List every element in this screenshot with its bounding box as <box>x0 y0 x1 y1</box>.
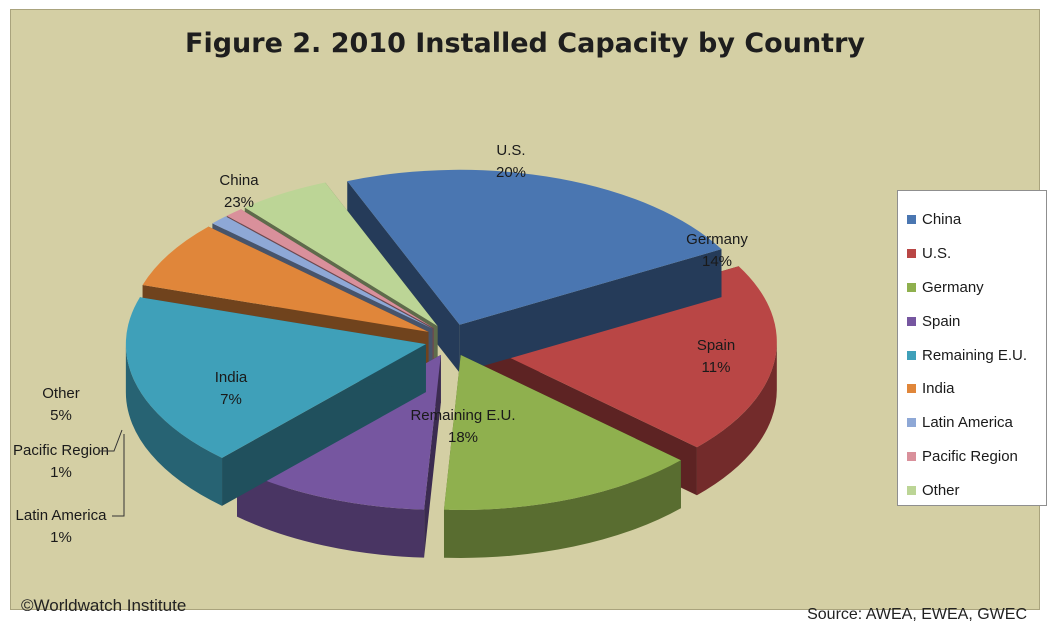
legend-label: U.S. <box>922 245 952 263</box>
legend-label: Pacific Region <box>922 447 1018 465</box>
pie-chart: China 23% U.S. 20% Germany 14% Spain 11% Remaini… <box>13 142 777 558</box>
label-u-s: U.S. 20% <box>496 142 526 181</box>
legend-swatch <box>907 215 916 225</box>
slice-china <box>347 169 722 373</box>
legend-swatch <box>907 384 916 394</box>
legend-swatch <box>907 249 916 259</box>
label-germany: Germany 14% <box>686 231 748 270</box>
legend-item-india: India <box>907 372 1046 406</box>
label-china: China 23% <box>219 172 259 211</box>
leader-line-pacific-region <box>99 429 123 452</box>
label-remaining-e-u: Remaining E.U. 18% <box>410 407 515 446</box>
legend-label: India <box>922 380 955 398</box>
legend-swatch <box>907 418 916 428</box>
label-latin-america: Latin America 1% <box>16 507 108 546</box>
legend-item-other: Other <box>907 473 1046 507</box>
legend: China U.S. Germany Spain Remaining E.U. India… <box>897 190 1047 506</box>
label-india: India 7% <box>215 369 248 408</box>
legend-swatch <box>907 316 916 326</box>
legend-item-spain: Spain <box>907 304 1046 338</box>
legend-item-remaining-e-u: Remaining E.U. <box>907 338 1046 372</box>
legend-item-germany: Germany <box>907 271 1046 305</box>
chart-title: Figure 2. 2010 Installed Capacity by Cou… <box>185 28 865 59</box>
label-pacific-region: Pacific Region 1% <box>13 442 109 481</box>
legend-swatch <box>907 451 916 461</box>
legend-label: Other <box>922 481 960 499</box>
label-spain: Spain 11% <box>697 337 735 376</box>
legend-swatch <box>907 282 916 292</box>
legend-item-u-s: U.S. <box>907 237 1046 271</box>
legend-label: Germany <box>922 278 984 296</box>
legend-item-china: China <box>907 203 1046 237</box>
leader-line-latin-america <box>112 434 125 517</box>
legend-swatch <box>907 485 916 495</box>
label-other: Other 5% <box>42 385 80 424</box>
slice-germany <box>443 354 681 558</box>
legend-label: Spain <box>922 312 961 330</box>
legend-item-pacific-region: Pacific Region <box>907 440 1046 474</box>
source-text: Source: AWEA, EWEA, GWEC <box>807 606 1027 623</box>
legend-label: Remaining E.U. <box>922 346 1028 364</box>
legend-swatch <box>907 350 916 360</box>
legend-label: Latin America <box>922 414 1013 432</box>
copyright-text: ©Worldwatch Institute <box>21 596 187 615</box>
chart-area: Figure 2. 2010 Installed Capacity by Cou… <box>10 9 1047 623</box>
legend-label: China <box>922 211 962 229</box>
legend-item-latin-america: Latin America <box>907 406 1046 440</box>
slice-remaining-e-u <box>125 297 426 506</box>
